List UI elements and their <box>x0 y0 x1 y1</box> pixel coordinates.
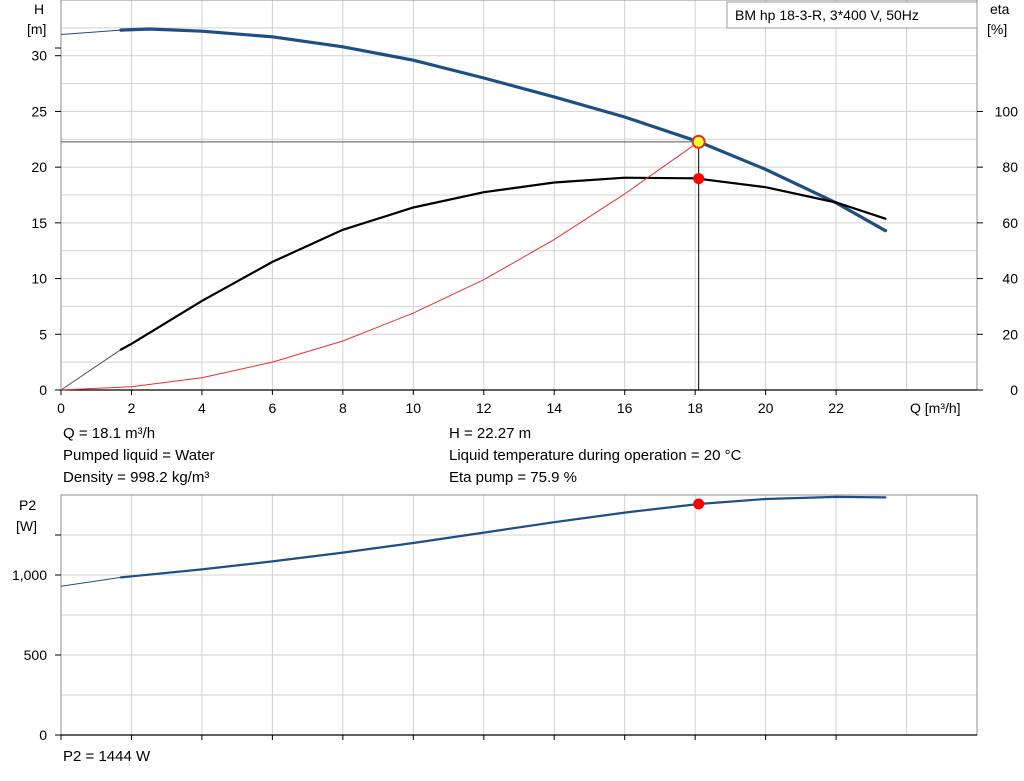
h-axis-title: H <box>34 1 44 17</box>
q-tick-label: 0 <box>57 400 65 416</box>
title-text: BM hp 18-3-R, 3*400 V, 50Hz <box>735 7 919 23</box>
hq-chart-tick-labels: 0 2 4 6 8 10 12 14 16 18 20 22 0 5 10 15 20 25 30 0 20 40 60 80… <box>31 47 1019 416</box>
eta-curve <box>119 176 887 351</box>
p2-tick-label: 500 <box>24 647 48 663</box>
q-tick-label: 10 <box>406 400 422 416</box>
p2-operating-point-marker <box>693 498 705 510</box>
p2-chart-curves <box>60 495 887 587</box>
h-tick-label: 5 <box>39 326 47 342</box>
p2-chart-tick-labels: 0 500 1,000 <box>12 534 837 743</box>
q-tick-label: 14 <box>546 400 562 416</box>
q-tick-label: 6 <box>268 400 276 416</box>
eta-tick-label: 40 <box>1002 271 1018 287</box>
q-tick-label: 4 <box>198 400 206 416</box>
hq-chart-grid <box>60 0 978 391</box>
system-curve <box>60 141 699 391</box>
h-tick-label: 25 <box>31 103 47 119</box>
p2-chart-grid <box>60 494 978 736</box>
eta-tick-label: 80 <box>1002 159 1018 175</box>
q-tick-label: 12 <box>476 400 492 416</box>
operating-point-eta-marker <box>693 173 705 185</box>
q-tick-label: 8 <box>339 400 347 416</box>
q-tick-label: 20 <box>758 400 774 416</box>
info-pumped-liquid: Pumped liquid = Water <box>63 447 215 464</box>
h-tick-label: 20 <box>31 159 47 175</box>
p2-axis-unit: [W] <box>16 518 37 534</box>
info-p2: P2 = 1444 W <box>63 748 151 765</box>
p2-curve-extension <box>60 576 121 587</box>
q-tick-label: 2 <box>128 400 136 416</box>
h-curve-extension <box>60 29 121 35</box>
eta-tick-label: 100 <box>995 103 1019 119</box>
p2-tick-label: 0 <box>39 727 47 743</box>
h-tick-label: 10 <box>31 271 47 287</box>
info-q: Q = 18.1 m³/h <box>63 425 155 442</box>
h-axis-unit: [m] <box>27 21 46 37</box>
q-tick-label: 22 <box>828 400 844 416</box>
h-curve <box>119 27 887 233</box>
p2-tick-label: 1,000 <box>12 567 47 583</box>
info-liquid-temperature: Liquid temperature during operation = 20… <box>449 447 742 464</box>
eta-curve-extension <box>60 349 122 391</box>
info-density: Density = 998.2 kg/m³ <box>63 469 209 486</box>
eta-tick-label: 60 <box>1002 215 1018 231</box>
q-tick-label: 16 <box>617 400 633 416</box>
info-eta-pump: Eta pump = 75.9 % <box>449 469 577 486</box>
q-axis-title: Q [m³/h] <box>910 400 961 416</box>
operating-point-marker <box>691 134 706 149</box>
h-tick-label: 15 <box>31 215 47 231</box>
h-tick-label: 0 <box>39 382 47 398</box>
p2-axis-title: P2 <box>19 497 36 513</box>
eta-tick-label: 0 <box>1010 382 1018 398</box>
q-tick-label: 18 <box>687 400 703 416</box>
info-h: H = 22.27 m <box>449 425 531 442</box>
h-tick-label: 30 <box>31 48 47 64</box>
title-box <box>726 1 978 29</box>
p2-curve <box>119 495 887 579</box>
hq-chart-curves <box>60 27 887 391</box>
eta-axis-unit: [%] <box>987 21 1007 37</box>
eta-tick-label: 20 <box>1002 326 1018 342</box>
eta-axis-title: eta <box>990 1 1010 17</box>
